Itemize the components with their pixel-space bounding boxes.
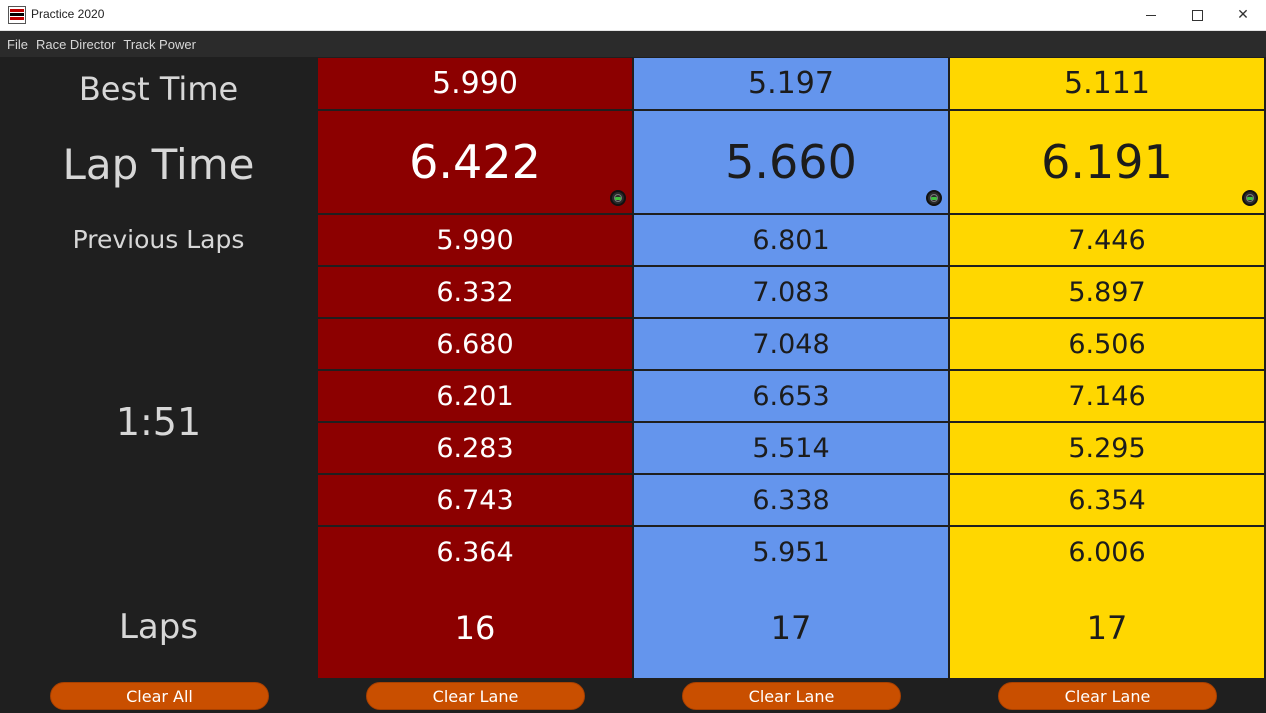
- lane-2-prev-lap: 6.801: [634, 215, 948, 265]
- lane-2-prev-lap: 6.338: [634, 475, 948, 525]
- lane-2-best-time-value: 5.197: [748, 66, 834, 101]
- lane-3-column: 5.111 6.191 7.446 5.897 6.506 7.146 5.29…: [950, 58, 1264, 678]
- lane-2-lap-count-value: 17: [770, 608, 812, 647]
- lane-3-lap-time-value: 6.191: [1041, 135, 1173, 189]
- lane-1-lap-count: 16: [318, 577, 632, 678]
- lane-3-prev-lap: 6.354: [950, 475, 1264, 525]
- close-icon: ✕: [1237, 7, 1249, 23]
- lane-3-best-time-value: 5.111: [1064, 66, 1150, 101]
- minimize-button[interactable]: [1128, 0, 1174, 30]
- lane-1-column: 5.990 6.422 5.990 6.332 6.680 6.201 6.28…: [318, 58, 632, 678]
- prev-lap-value: 6.338: [752, 484, 830, 516]
- lane-2-column: 5.197 5.660 6.801 7.083 7.048 6.653 5.51…: [634, 58, 948, 678]
- lane-3-prev-lap: 5.295: [950, 423, 1264, 473]
- lane-2-prev-lap: 7.083: [634, 267, 948, 317]
- lane-1-lap-count-value: 16: [454, 608, 496, 647]
- prev-lap-value: 7.146: [1068, 380, 1146, 412]
- close-button[interactable]: ✕: [1220, 0, 1266, 30]
- lane-1-best-time-value: 5.990: [432, 66, 518, 101]
- menu-bar: File Race Director Track Power: [0, 31, 1266, 57]
- prev-lap-value: 6.332: [436, 276, 514, 308]
- window-title: Practice 2020: [31, 7, 105, 21]
- prev-lap-value: 5.897: [1068, 276, 1146, 308]
- lane-2-lap-time-value: 5.660: [725, 135, 857, 189]
- lane-1-prev-lap: 6.743: [318, 475, 632, 525]
- minimize-icon: [1146, 14, 1156, 16]
- prev-lap-value: 5.514: [752, 432, 830, 464]
- signal-icon: [610, 190, 626, 206]
- previous-laps-label: Previous Laps: [72, 225, 245, 254]
- signal-icon: [926, 190, 942, 206]
- lane-3-prev-lap: 7.146: [950, 371, 1264, 421]
- lane-2-prev-lap: 7.048: [634, 319, 948, 369]
- clear-lane-3-button[interactable]: Clear Lane: [998, 682, 1217, 710]
- prev-lap-value: 6.364: [436, 536, 514, 568]
- laps-label: Laps: [118, 607, 199, 647]
- lane-1-lap-time-value: 6.422: [409, 135, 541, 189]
- lane-3-prev-lap: 7.446: [950, 215, 1264, 265]
- prev-lap-value: 6.201: [436, 380, 514, 412]
- prev-lap-value: 6.354: [1068, 484, 1146, 516]
- lane-2-prev-lap: 5.951: [634, 527, 948, 577]
- maximize-button[interactable]: [1174, 0, 1220, 30]
- lane-3-best-time: 5.111: [950, 58, 1264, 109]
- lane-3-prev-lap: 6.506: [950, 319, 1264, 369]
- prev-lap-value: 5.295: [1068, 432, 1146, 464]
- menu-file[interactable]: File: [7, 36, 28, 52]
- prev-lap-value: 6.006: [1068, 536, 1146, 568]
- prev-lap-value: 7.446: [1068, 224, 1146, 256]
- clear-lane-2-button[interactable]: Clear Lane: [682, 682, 901, 710]
- clear-all-button[interactable]: Clear All: [50, 682, 269, 710]
- clear-lane-1-button[interactable]: Clear Lane: [366, 682, 585, 710]
- lane-1-prev-lap: 6.680: [318, 319, 632, 369]
- lane-1-prev-lap: 6.364: [318, 527, 632, 577]
- menu-race-director[interactable]: Race Director: [35, 36, 116, 52]
- lane-1-prev-lap: 6.332: [318, 267, 632, 317]
- prev-lap-value: 5.990: [436, 224, 514, 256]
- signal-icon: [1242, 190, 1258, 206]
- lap-time-label: Lap Time: [62, 140, 255, 189]
- lane-3-lap-count: 17: [950, 577, 1264, 678]
- lane-2-best-time: 5.197: [634, 58, 948, 109]
- lane-2-lap-count: 17: [634, 577, 948, 678]
- race-timer: 1:51: [115, 400, 202, 444]
- prev-lap-value: 6.801: [752, 224, 830, 256]
- prev-lap-value: 5.951: [752, 536, 830, 568]
- lane-1-prev-lap: 6.201: [318, 371, 632, 421]
- prev-lap-value: 6.743: [436, 484, 514, 516]
- lane-2-lap-time: 5.660: [634, 111, 948, 213]
- menu-track-power[interactable]: Track Power: [123, 36, 196, 52]
- prev-lap-value: 7.083: [752, 276, 830, 308]
- maximize-icon: [1191, 9, 1203, 21]
- lane-2-prev-lap: 5.514: [634, 423, 948, 473]
- lane-3-lap-time: 6.191: [950, 111, 1264, 213]
- lane-1-prev-lap: 5.990: [318, 215, 632, 265]
- lane-3-lap-count-value: 17: [1086, 608, 1128, 647]
- lane-3-prev-lap: 5.897: [950, 267, 1264, 317]
- best-time-label: Best Time: [78, 70, 239, 108]
- prev-lap-value: 6.653: [752, 380, 830, 412]
- title-bar: Practice 2020 ✕: [0, 0, 1266, 31]
- prev-lap-value: 6.506: [1068, 328, 1146, 360]
- lane-1-prev-lap: 6.283: [318, 423, 632, 473]
- lane-1-best-time: 5.990: [318, 58, 632, 109]
- lane-2-prev-lap: 6.653: [634, 371, 948, 421]
- lane-3-prev-lap: 6.006: [950, 527, 1264, 577]
- prev-lap-value: 6.283: [436, 432, 514, 464]
- app-logo-icon: [8, 6, 26, 24]
- lane-1-lap-time: 6.422: [318, 111, 632, 213]
- prev-lap-value: 7.048: [752, 328, 830, 360]
- prev-lap-value: 6.680: [436, 328, 514, 360]
